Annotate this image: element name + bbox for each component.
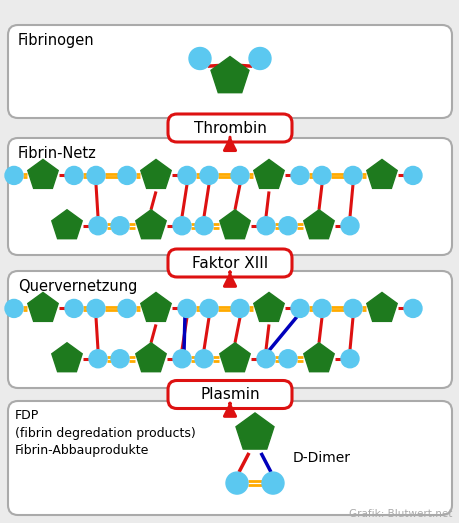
Circle shape [343,166,361,185]
FancyBboxPatch shape [8,271,451,388]
Polygon shape [135,343,166,372]
Text: Fibrinogen: Fibrinogen [18,33,95,48]
Circle shape [89,217,107,235]
Circle shape [178,300,196,317]
Polygon shape [366,292,397,322]
Circle shape [291,166,308,185]
Circle shape [200,300,218,317]
Text: Plasmin: Plasmin [200,387,259,402]
Circle shape [403,300,421,317]
Circle shape [403,166,421,185]
Polygon shape [140,292,171,322]
Text: Thrombin: Thrombin [193,120,266,135]
Circle shape [173,350,190,368]
Circle shape [230,166,248,185]
Circle shape [5,300,23,317]
Circle shape [5,166,23,185]
Circle shape [173,217,190,235]
Circle shape [312,166,330,185]
FancyBboxPatch shape [168,381,291,408]
Polygon shape [28,292,58,322]
FancyBboxPatch shape [168,249,291,277]
Circle shape [248,48,270,70]
Polygon shape [140,160,171,188]
Circle shape [262,472,283,494]
Circle shape [195,217,213,235]
FancyBboxPatch shape [168,114,291,142]
Circle shape [200,166,218,185]
Circle shape [189,48,211,70]
Circle shape [111,350,129,368]
Circle shape [291,300,308,317]
Circle shape [65,300,83,317]
Circle shape [89,350,107,368]
FancyBboxPatch shape [8,138,451,255]
Circle shape [225,472,247,494]
Circle shape [118,300,136,317]
Polygon shape [135,210,166,238]
Circle shape [257,217,274,235]
Circle shape [343,300,361,317]
Circle shape [340,350,358,368]
FancyBboxPatch shape [8,401,451,515]
Text: Quervernetzung: Quervernetzung [18,279,137,294]
Circle shape [279,350,297,368]
Text: Fibrin-Netz: Fibrin-Netz [18,146,96,161]
Polygon shape [303,210,334,238]
Text: Grafik: Blutwert.net: Grafik: Blutwert.net [348,509,451,519]
Polygon shape [211,56,248,93]
Polygon shape [303,343,334,372]
Circle shape [312,300,330,317]
Polygon shape [253,292,284,322]
Circle shape [279,217,297,235]
Circle shape [257,350,274,368]
Circle shape [65,166,83,185]
Text: FDP
(fibrin degredation products)
Fibrin-Abbauprodukte: FDP (fibrin degredation products) Fibrin… [15,409,196,457]
Circle shape [87,300,105,317]
Circle shape [195,350,213,368]
Polygon shape [366,160,397,188]
Circle shape [340,217,358,235]
Circle shape [118,166,136,185]
Polygon shape [28,160,58,188]
Circle shape [230,300,248,317]
FancyBboxPatch shape [8,25,451,118]
Circle shape [178,166,196,185]
Polygon shape [235,413,274,449]
Polygon shape [52,343,82,372]
Text: D-Dimer: D-Dimer [292,451,350,465]
Circle shape [111,217,129,235]
Polygon shape [219,343,250,372]
Polygon shape [219,210,250,238]
Circle shape [87,166,105,185]
Text: Faktor XIII: Faktor XIII [191,256,268,270]
Polygon shape [253,160,284,188]
Polygon shape [52,210,82,238]
